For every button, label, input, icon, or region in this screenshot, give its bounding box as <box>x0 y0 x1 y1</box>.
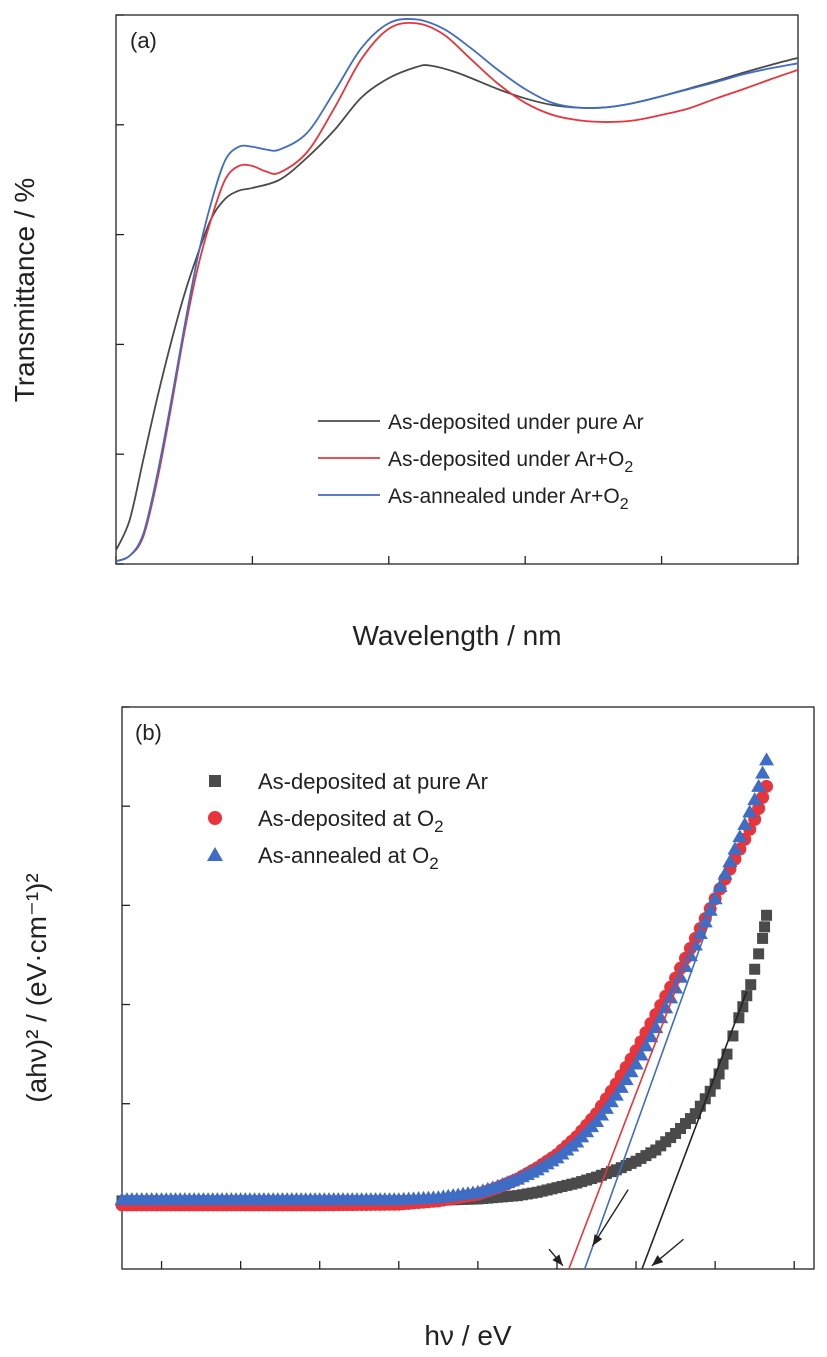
panel-a-y-axis-title: Transmittance / % <box>9 178 40 403</box>
panel-b-x-axis-title: hν / eV <box>424 1320 511 1351</box>
data-point-triangle <box>638 1038 654 1052</box>
data-point-square <box>749 963 761 975</box>
data-point-square <box>699 1093 711 1105</box>
panel-b: (b) hν / eV (ahν)² / (eV·cm⁻¹)² As-depos… <box>21 706 815 1351</box>
panel-b-fit-lines <box>568 905 748 1270</box>
legend-label-main: As-deposited at O <box>258 806 434 831</box>
legend-label: As-annealed under Ar+O2 <box>388 485 629 513</box>
annotation-arrowhead <box>651 1255 664 1266</box>
data-point-triangle <box>722 854 738 868</box>
legend-label-main: As-deposited under Ar+O <box>388 448 624 471</box>
fit-line <box>583 905 716 1270</box>
data-point-triangle <box>682 948 698 962</box>
data-point-triangle <box>643 1029 659 1043</box>
data-point-triangle <box>712 878 728 892</box>
series-line <box>115 18 799 563</box>
legend-label-subscript: 2 <box>429 854 438 873</box>
data-point-triangle <box>608 1087 624 1101</box>
data-point-triangle <box>623 1064 639 1078</box>
data-point-triangle <box>589 1114 605 1128</box>
data-point-square <box>741 990 753 1002</box>
data-point-triangle <box>707 891 723 905</box>
legend-label-main: As-deposited under pure Ar <box>388 411 644 434</box>
data-point-square <box>709 1078 721 1090</box>
data-point-square <box>717 1058 729 1070</box>
legend-circle-swatch <box>208 811 222 825</box>
annotation-arrowhead <box>592 1234 603 1246</box>
panel-a-legend: As-deposited under pure Ar As-deposited u… <box>318 411 644 513</box>
panel-a-plot-frame <box>115 14 799 565</box>
data-point-square <box>713 1068 725 1080</box>
data-point-square <box>759 921 771 933</box>
data-point-triangle <box>759 752 775 766</box>
series-line <box>115 56 799 551</box>
data-point-triangle <box>628 1056 644 1070</box>
data-point-triangle <box>613 1079 629 1093</box>
data-point-triangle <box>618 1072 634 1086</box>
legend-label: As-deposited under Ar+O2 <box>388 448 633 476</box>
legend-label-main: As-annealed at O <box>258 843 429 868</box>
legend-label: As-deposited at O2 <box>258 806 444 836</box>
data-point-triangle <box>747 792 763 806</box>
annotation-arrowhead <box>552 1254 563 1266</box>
data-point-square <box>727 1030 739 1042</box>
data-point-square <box>721 1048 733 1060</box>
series-line <box>115 21 799 563</box>
panel-b-label: (b) <box>135 720 162 745</box>
panel-a-ticks <box>115 14 799 565</box>
data-point-square <box>689 1108 701 1120</box>
data-point-circle <box>752 801 766 815</box>
data-point-triangle <box>732 829 748 843</box>
data-point-triangle <box>751 778 767 792</box>
panel-b-annotations <box>548 1189 684 1267</box>
legend-label: As-deposited at pure Ar <box>258 769 488 794</box>
legend-square-swatch <box>209 775 221 787</box>
data-point-square <box>737 1001 749 1013</box>
data-point-square <box>733 1012 745 1024</box>
legend-label: As-deposited under pure Ar <box>388 411 644 434</box>
data-point-triangle <box>668 980 684 994</box>
panel-b-y-axis-title: (ahν)² / (eV·cm⁻¹)² <box>21 873 52 1102</box>
data-point-triangle <box>633 1047 649 1061</box>
data-point-triangle <box>742 804 758 818</box>
fit-line <box>641 991 748 1270</box>
data-point-triangle <box>603 1094 619 1108</box>
annotation-arrow <box>591 1189 629 1247</box>
data-point-triangle <box>737 816 753 830</box>
data-point-square <box>745 979 757 991</box>
legend-label-main: As-annealed under Ar+O <box>388 485 620 508</box>
data-point-triangle <box>727 841 743 855</box>
fit-line <box>568 938 697 1270</box>
data-point-triangle <box>598 1100 614 1114</box>
legend-label-subscript: 2 <box>620 496 629 513</box>
data-point-square <box>757 932 769 944</box>
data-point-triangle <box>717 866 733 880</box>
legend-label-main: As-deposited at pure Ar <box>258 769 488 794</box>
data-point-triangle <box>663 990 679 1004</box>
data-point-triangle <box>593 1107 609 1121</box>
data-point-square <box>753 948 765 960</box>
panel-a-label: (a) <box>130 28 157 53</box>
legend-label: As-annealed at O2 <box>258 843 439 873</box>
panel-a-series <box>115 18 799 563</box>
legend-triangle-swatch <box>207 847 223 861</box>
data-point-square <box>704 1085 716 1097</box>
data-point-triangle <box>702 902 718 916</box>
panel-a-x-axis-title: Wavelength / nm <box>352 620 561 651</box>
panel-a: (a) Wavelength / nm Transmittance / % As… <box>9 14 799 651</box>
data-point-square <box>761 909 773 921</box>
panel-b-plot-frame <box>121 706 815 1270</box>
data-point-square <box>694 1100 706 1112</box>
data-point-triangle <box>755 765 771 779</box>
panel-b-legend: As-deposited at pure Ar As-deposited at O… <box>207 769 488 873</box>
data-point-triangle <box>658 1000 674 1014</box>
legend-label-subscript: 2 <box>624 459 633 476</box>
legend-label-subscript: 2 <box>434 817 443 836</box>
